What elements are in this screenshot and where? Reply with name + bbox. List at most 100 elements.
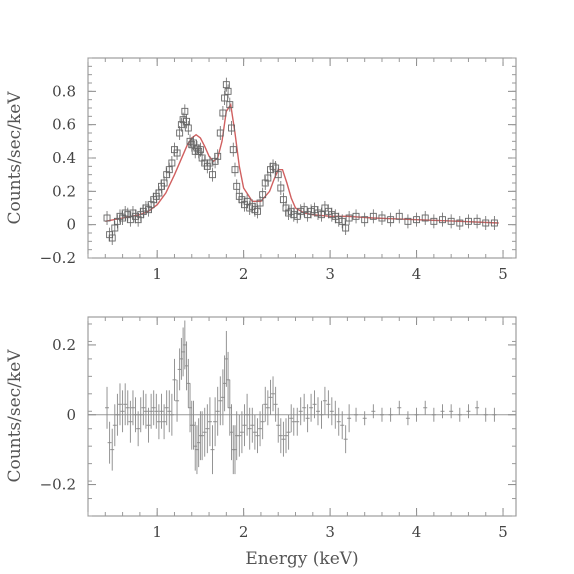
- data-point: [361, 216, 369, 224]
- data-point: [111, 224, 119, 232]
- data-point: [229, 146, 237, 154]
- bottom-xtick-label: 3: [325, 523, 335, 541]
- data-point: [413, 216, 421, 224]
- data-point: [222, 81, 230, 89]
- data-point: [342, 224, 350, 232]
- top-ytick-label: 0: [66, 216, 76, 234]
- data-point: [473, 217, 481, 225]
- data-point: [404, 217, 412, 225]
- data-point: [231, 166, 239, 174]
- bottom-residual-points: [105, 320, 497, 475]
- bottom-xtick-label: 1: [152, 523, 162, 541]
- bottom-plot-frame: [87, 316, 517, 517]
- bottom-xtick-label: 4: [412, 523, 422, 541]
- data-point: [277, 184, 285, 192]
- data-point: [290, 211, 298, 219]
- bottom-xtick-label: 2: [239, 523, 249, 541]
- data-point: [254, 207, 261, 215]
- data-point: [103, 214, 111, 222]
- top-ytick-label: 0.2: [52, 182, 76, 200]
- data-point: [447, 217, 455, 225]
- top-xtick-label: 5: [498, 265, 508, 283]
- data-point: [233, 182, 241, 190]
- top-model-curve: [105, 102, 499, 224]
- data-point: [181, 107, 189, 115]
- data-point: [279, 196, 287, 204]
- bottom-panel-residuals: 1 2 3 4 5 −0.2 0 0.2 Counts/sec/keV Energy (keV…: [5, 316, 517, 569]
- data-point: [184, 124, 192, 132]
- bottom-y-axis-title: Counts/sec/keV: [5, 349, 25, 483]
- data-point: [190, 139, 197, 147]
- data-point: [183, 117, 191, 125]
- top-plot-frame: [87, 57, 517, 259]
- bottom-ytick-label: 0.2: [52, 336, 76, 354]
- top-xtick-label: 4: [412, 265, 422, 283]
- data-point: [155, 189, 163, 197]
- data-point: [430, 217, 438, 225]
- model-line: [105, 102, 499, 224]
- data-point: [243, 197, 251, 205]
- data-point: [421, 214, 429, 222]
- bottom-axis-ticks: [87, 317, 516, 517]
- data-point: [318, 211, 325, 219]
- data-point: [179, 116, 187, 124]
- data-point: [206, 159, 214, 167]
- data-point: [219, 109, 227, 117]
- data-point: [226, 101, 234, 109]
- data-point: [228, 124, 235, 132]
- data-point: [108, 234, 116, 242]
- data-point: [196, 146, 204, 154]
- data-point: [224, 87, 232, 95]
- data-point: [352, 212, 360, 220]
- data-point: [338, 217, 346, 225]
- data-point: [456, 219, 464, 227]
- top-xtick-label: 2: [239, 265, 249, 283]
- data-point: [300, 206, 308, 214]
- data-point: [328, 211, 336, 219]
- data-point: [214, 152, 222, 160]
- data-point: [439, 216, 446, 224]
- top-xtick-label: 1: [152, 265, 162, 283]
- top-ytick-label: 0.4: [52, 149, 76, 167]
- data-point: [209, 171, 216, 179]
- data-point: [378, 214, 386, 222]
- top-xtick-label: 3: [325, 265, 335, 283]
- data-point: [195, 147, 203, 155]
- data-point: [173, 149, 181, 157]
- data-point: [293, 212, 301, 220]
- data-point: [307, 207, 315, 215]
- data-point: [297, 207, 305, 215]
- bottom-xtick-label: 5: [498, 523, 508, 541]
- data-point: [221, 94, 229, 102]
- data-point: [345, 214, 353, 222]
- data-point: [490, 219, 498, 227]
- data-point: [369, 212, 377, 220]
- bottom-ytick-label: 0: [66, 406, 76, 424]
- data-point: [176, 129, 184, 137]
- top-y-axis-title: Counts/sec/keV: [5, 91, 25, 225]
- data-point: [272, 164, 280, 172]
- data-point: [165, 166, 173, 174]
- data-point: [264, 174, 272, 182]
- bottom-tick-labels: 1 2 3 4 5 −0.2 0 0.2: [40, 336, 508, 541]
- top-panel-spectrum: 1 2 3 4 5 −0.2 0 0.2 0.4 0.6 0.8 Counts/sec/keV: [5, 57, 517, 283]
- data-point: [395, 212, 403, 220]
- x-axis-title: Energy (keV): [245, 549, 358, 569]
- data-point: [482, 219, 490, 227]
- data-point: [335, 216, 343, 224]
- top-data-points: [103, 77, 498, 245]
- data-point: [314, 209, 322, 217]
- data-point: [387, 216, 395, 224]
- data-point: [216, 129, 224, 137]
- data-point: [168, 159, 176, 167]
- data-point: [256, 199, 264, 207]
- data-point: [259, 191, 267, 199]
- bottom-ytick-label: −0.2: [40, 476, 76, 494]
- top-ytick-label: −0.2: [40, 249, 76, 267]
- top-tick-labels: 1 2 3 4 5 −0.2 0 0.2 0.4 0.6 0.8: [40, 82, 508, 283]
- data-point: [274, 171, 282, 179]
- top-ytick-label: 0.8: [52, 82, 76, 100]
- top-ytick-label: 0.6: [52, 116, 76, 134]
- top-axis-ticks: [87, 57, 516, 259]
